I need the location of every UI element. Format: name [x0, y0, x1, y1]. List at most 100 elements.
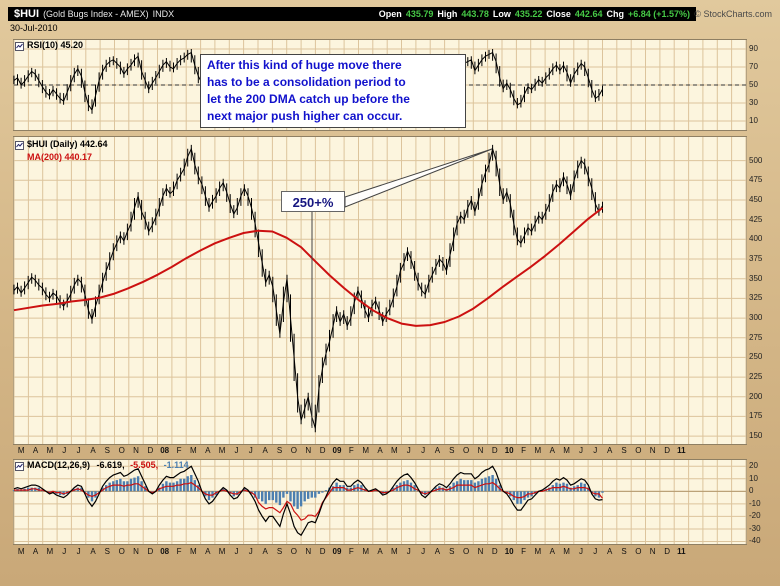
rsi-panel-icon	[15, 42, 24, 51]
price-ytick-label: 475	[749, 175, 763, 185]
price-ytick-label: 350	[749, 273, 763, 283]
x-axis-month-label: 11	[677, 446, 686, 455]
x-axis-month-label: A	[32, 547, 39, 556]
macd-ytick-label: 20	[749, 461, 758, 471]
symbol: $HUI	[14, 8, 40, 20]
rsi-label: RSI(10) 45.20	[27, 40, 84, 50]
macd-signal-value: -5.505,	[130, 460, 159, 470]
x-axis-month-label: D	[491, 547, 498, 556]
x-axis-month-label: 08	[160, 547, 170, 556]
x-axis-month-label: J	[406, 547, 411, 556]
x-axis-month-label: J	[421, 547, 426, 556]
x-axis-month-label: M	[190, 547, 197, 556]
x-axis-month-label: A	[90, 547, 96, 556]
macd-label: MACD(12,26,9) -6.619, -5.505, -1.114	[27, 460, 189, 470]
macd-ytick-label: 0	[749, 486, 754, 496]
price-panel	[13, 136, 747, 445]
price-ytick-label: 275	[749, 332, 763, 342]
rsi-ytick-label: 30	[749, 98, 758, 107]
price-panel-icon	[15, 141, 24, 150]
macd-ytick-label: -10	[749, 498, 761, 508]
macd-ytick-label: -40	[749, 536, 761, 546]
x-axis-month-label: O	[290, 547, 297, 556]
x-axis-month-label: F	[348, 547, 354, 556]
x-axis-month-label: N	[477, 547, 484, 556]
x-axis-month-label: A	[549, 547, 555, 556]
macd-line-value: -6.619,	[96, 460, 125, 470]
x-axis-month-label: M	[391, 547, 398, 556]
annotation-consolidation-note: After this kind of huge move there has t…	[200, 54, 466, 128]
rsi-ytick-label: 10	[749, 116, 758, 125]
open-label: Open	[378, 9, 402, 19]
x-axis-month-label: O	[118, 547, 125, 556]
price-ytick-label: 150	[749, 431, 763, 441]
x-axis-month-label: M	[17, 547, 25, 556]
low-value: 435.22	[514, 9, 543, 19]
x-axis-month-label: A	[205, 547, 211, 556]
x-axis-month-label: M	[534, 547, 542, 556]
macd-ytick-label: -30	[749, 523, 761, 533]
price-ytick-label: 500	[749, 155, 763, 165]
x-axis-month-label: J	[234, 547, 239, 556]
low-label: Low	[492, 9, 511, 19]
chart-date: 30-Jul-2010	[10, 23, 58, 33]
x-axis-month-label: M	[218, 547, 226, 556]
macd-histogram-value: -1.114	[163, 460, 189, 470]
high-value: 443.78	[461, 9, 489, 19]
x-axis-month-label: N	[649, 547, 656, 556]
chg-label: Chg	[606, 9, 624, 19]
rsi-ytick-label: 50	[749, 80, 758, 89]
x-axis-month-label: A	[262, 547, 268, 556]
x-axis-month-label: D	[319, 547, 326, 556]
x-axis-month-label: S	[276, 547, 283, 556]
x-axis-month-label: 10	[504, 547, 514, 556]
macd-ytick-label: -20	[749, 511, 761, 521]
x-axis-month-label: J	[578, 547, 583, 556]
price-ytick-label: 175	[749, 411, 763, 421]
x-axis-month-label: F	[176, 547, 182, 556]
high-label: High	[437, 9, 458, 19]
x-axis-month-label: A	[377, 547, 383, 556]
x-axis-month-label: 09	[332, 547, 342, 556]
rsi-ytick-label: 70	[749, 62, 758, 71]
close-label: Close	[546, 9, 571, 19]
x-axis-month-label: N	[133, 547, 139, 556]
x-axis-month-label: A	[607, 547, 613, 556]
price-label: $HUI (Daily) 442.64	[27, 139, 108, 149]
price-ytick-label: 425	[749, 214, 763, 224]
x-axis-month-label: S	[449, 547, 455, 556]
x-axis-month-label: D	[664, 547, 670, 556]
x-axis-month-label: M	[46, 547, 54, 556]
price-ytick-label: 300	[749, 313, 763, 323]
annotation-250-percent: 250+%	[281, 191, 345, 212]
open-value: 435.79	[405, 9, 434, 19]
x-axis-month-label: F	[521, 547, 527, 556]
x-axis-month-label: N	[305, 547, 312, 556]
rsi-ytick-label: 90	[749, 44, 758, 53]
x-axis-month-label: O	[635, 547, 642, 556]
price-ytick-label: 325	[749, 293, 763, 303]
x-axis-month-label: J	[62, 547, 67, 556]
macd-ytick-label: 10	[749, 473, 758, 483]
stockcharts-copyright: © StockCharts.com	[694, 9, 772, 19]
header-bar: $HUI (Gold Bugs Index - AMEX) INDX Open …	[8, 7, 696, 21]
x-axis-month-label: S	[621, 547, 627, 556]
x-axis-month-label: M	[362, 547, 370, 556]
x-axis-month-label: A	[434, 547, 441, 556]
ma200-label: MA(200) 440.17	[27, 152, 93, 162]
price-ytick-label: 400	[749, 234, 763, 244]
macd-name: MACD(12,26,9)	[27, 460, 91, 470]
x-axis-month-label: O	[462, 547, 470, 556]
x-axis-month-label: J	[76, 547, 81, 556]
price-ytick-label: 450	[749, 194, 763, 204]
x-axis-month-label: S	[104, 547, 110, 556]
macd-panel	[13, 459, 747, 545]
x-axis-month-label: 11	[677, 547, 686, 556]
symbol-description: (Gold Bugs Index - AMEX)	[43, 9, 149, 19]
chg-value: +6.84 (+1.57%)	[627, 9, 690, 19]
price-ytick-label: 225	[749, 372, 763, 382]
x-axis-month-label: J	[593, 547, 598, 556]
price-ytick-label: 375	[749, 254, 763, 263]
macd-panel-icon	[15, 462, 24, 471]
